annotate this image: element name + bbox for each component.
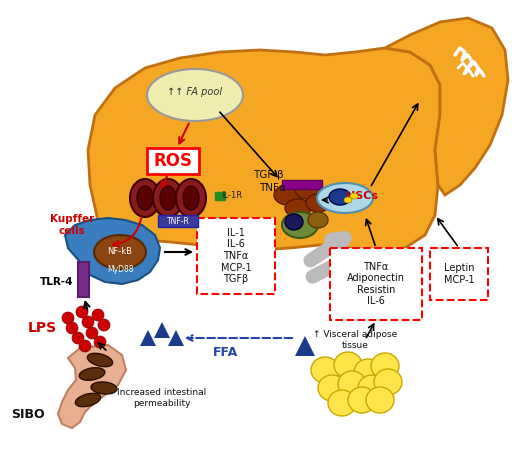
Text: TLR-4: TLR-4	[40, 277, 74, 287]
Ellipse shape	[308, 212, 328, 228]
Ellipse shape	[137, 186, 153, 210]
Text: Kupffer
cells: Kupffer cells	[50, 214, 94, 236]
Polygon shape	[168, 330, 184, 346]
Text: MyD88: MyD88	[106, 266, 133, 275]
Text: ROS: ROS	[154, 152, 193, 170]
Bar	[147, 148, 199, 174]
Ellipse shape	[374, 369, 402, 395]
Text: TNFα: TNFα	[259, 183, 285, 193]
Text: HSCs: HSCs	[346, 191, 378, 201]
Ellipse shape	[350, 193, 358, 199]
Text: ↑ Visceral adipose
tissue: ↑ Visceral adipose tissue	[313, 330, 397, 350]
Ellipse shape	[183, 186, 199, 210]
Ellipse shape	[79, 340, 91, 352]
Ellipse shape	[318, 375, 346, 401]
Text: Increased intestinal
permeability: Increased intestinal permeability	[117, 388, 207, 408]
Bar	[197, 218, 275, 294]
Text: ↑↑ FA pool: ↑↑ FA pool	[167, 87, 223, 97]
Text: IL-1
IL-6
TNFα
MCP-1
TGFβ: IL-1 IL-6 TNFα MCP-1 TGFβ	[221, 228, 251, 284]
Ellipse shape	[338, 371, 366, 397]
Polygon shape	[154, 322, 170, 338]
Ellipse shape	[94, 235, 146, 269]
Ellipse shape	[82, 316, 94, 328]
Text: TNF-R: TNF-R	[166, 216, 189, 226]
Ellipse shape	[328, 390, 356, 416]
Text: IL-1R: IL-1R	[221, 192, 243, 201]
Ellipse shape	[295, 181, 321, 199]
Text: SIBO: SIBO	[11, 409, 45, 422]
Bar	[282, 180, 322, 189]
Text: TNFα
Adiponectin
Resistin
IL-6: TNFα Adiponectin Resistin IL-6	[347, 262, 405, 306]
Ellipse shape	[329, 189, 351, 205]
Ellipse shape	[176, 179, 206, 217]
Ellipse shape	[334, 352, 362, 378]
Ellipse shape	[94, 336, 106, 348]
Polygon shape	[385, 18, 508, 195]
Polygon shape	[58, 345, 126, 428]
Ellipse shape	[285, 214, 303, 230]
Ellipse shape	[285, 199, 311, 217]
Text: LPS: LPS	[28, 321, 56, 335]
Ellipse shape	[153, 179, 183, 217]
Text: Leptin
MCP-1: Leptin MCP-1	[444, 263, 474, 285]
Ellipse shape	[75, 393, 101, 407]
Ellipse shape	[92, 309, 104, 321]
Ellipse shape	[344, 197, 352, 203]
Text: TGF-β: TGF-β	[253, 170, 283, 180]
Ellipse shape	[91, 382, 117, 394]
Ellipse shape	[358, 375, 386, 401]
Bar	[215, 192, 225, 200]
Bar	[158, 215, 198, 227]
Ellipse shape	[354, 359, 382, 385]
Ellipse shape	[311, 357, 339, 383]
Ellipse shape	[72, 332, 84, 344]
Ellipse shape	[366, 387, 394, 413]
Polygon shape	[65, 218, 160, 284]
Ellipse shape	[306, 194, 330, 212]
Ellipse shape	[79, 368, 105, 380]
Ellipse shape	[274, 185, 302, 205]
Ellipse shape	[66, 322, 78, 334]
Ellipse shape	[88, 353, 113, 367]
Text: NF-kB: NF-kB	[108, 248, 133, 257]
Ellipse shape	[130, 179, 160, 217]
Bar	[78, 262, 89, 297]
Text: FFA: FFA	[212, 345, 238, 359]
Polygon shape	[295, 336, 315, 356]
Ellipse shape	[62, 312, 74, 324]
Bar	[430, 248, 488, 300]
Ellipse shape	[98, 319, 110, 331]
Polygon shape	[88, 48, 440, 252]
Ellipse shape	[160, 186, 176, 210]
Ellipse shape	[282, 212, 318, 238]
Ellipse shape	[348, 387, 376, 413]
Ellipse shape	[317, 183, 373, 213]
Ellipse shape	[76, 306, 88, 318]
Polygon shape	[140, 330, 156, 346]
Ellipse shape	[86, 327, 98, 339]
Ellipse shape	[147, 69, 243, 121]
Bar	[330, 248, 422, 320]
Ellipse shape	[371, 353, 399, 379]
